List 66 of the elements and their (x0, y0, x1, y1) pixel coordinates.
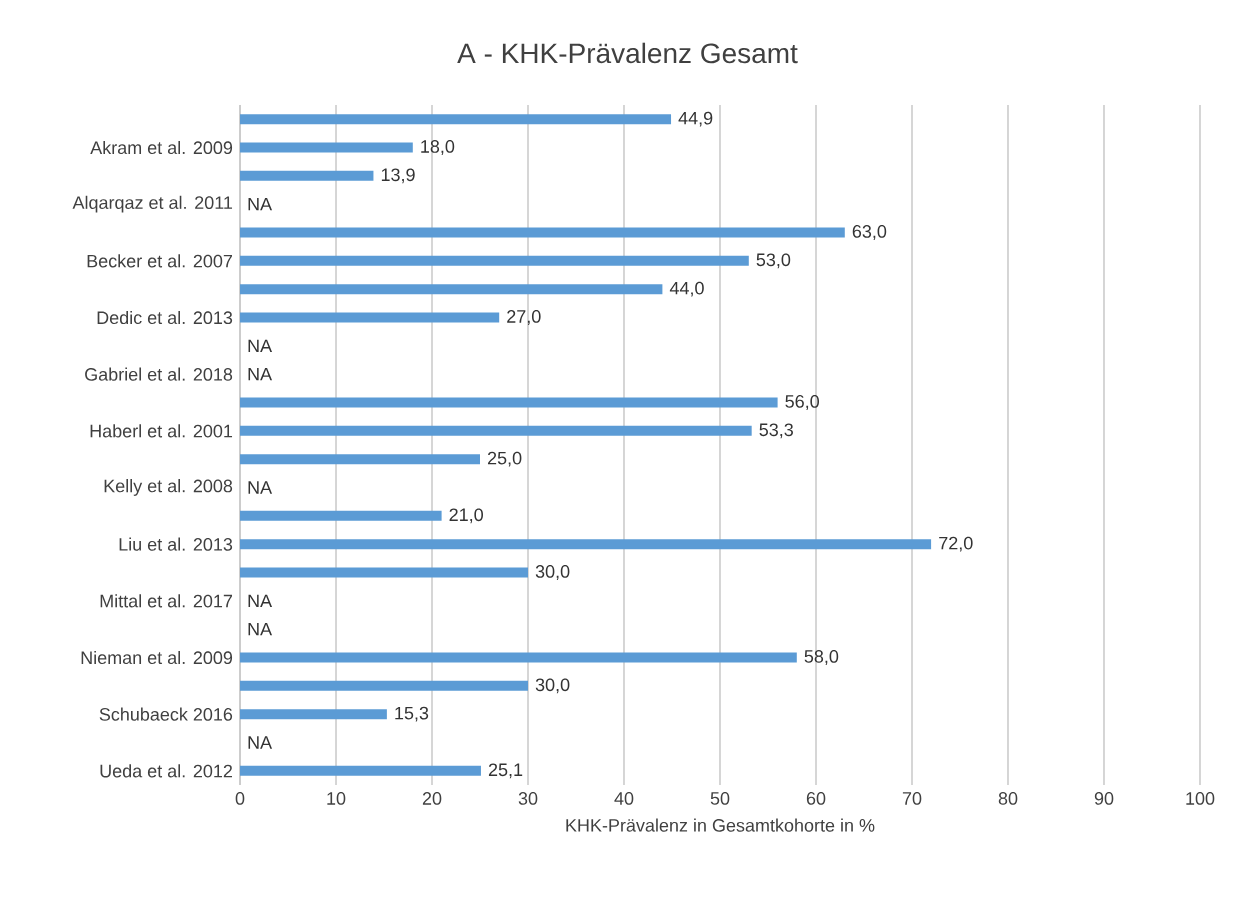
data-label: 27,0 (507, 310, 541, 325)
y-tick-label: Ueda et al. 2012 (100, 764, 232, 778)
x-tick-label: 30 (518, 792, 538, 805)
x-tick-label: 90 (1094, 792, 1114, 805)
x-axis-title: KHK-Prävalenz in Gesamtkohorte in % (566, 818, 875, 832)
x-tick-label: 10 (327, 792, 346, 805)
y-tick-label: Dedic et al. 2013 (97, 310, 233, 325)
x-tick-label: 80 (998, 792, 1018, 805)
bar (240, 170, 374, 181)
chart-title: A - KHK-Prävalenz Gesamt (457, 42, 798, 64)
bar (240, 652, 797, 663)
bar (240, 142, 413, 153)
data-label: 63,0 (852, 225, 887, 240)
text: NA (248, 622, 273, 636)
data-label: 72,0 (939, 536, 973, 552)
x-tick-label: 50 (710, 792, 730, 805)
y-tick-label: Nieman et al. 2009 (81, 650, 233, 665)
data-label: 30,0 (535, 678, 570, 694)
x-tick-label: 70 (902, 792, 922, 805)
data-label: 21,0 (449, 508, 483, 524)
bar (240, 284, 663, 295)
data-label: 18,0 (421, 140, 455, 155)
bar (240, 454, 480, 465)
y-tick-label: Mittal et al. 2017 (100, 594, 233, 608)
x-tick-label: 40 (614, 792, 634, 805)
bar (240, 425, 752, 436)
data-label: 58,0 (804, 650, 839, 665)
x-tick-label: 60 (806, 792, 826, 805)
text: NA (248, 367, 273, 381)
x-tick-label: 20 (422, 792, 442, 805)
bar (240, 255, 749, 266)
text: NA (248, 594, 273, 608)
data-label: 13,9 (381, 168, 415, 184)
bar (240, 114, 672, 125)
data-label: 44,0 (669, 281, 704, 297)
data-label: 25,0 (487, 451, 522, 467)
y-tick-label: Liu et al. 2013 (119, 537, 233, 551)
data-label: 53,0 (756, 253, 791, 269)
x-tick-label: 100 (1186, 792, 1215, 805)
text: NA (248, 197, 273, 211)
bar (240, 680, 528, 691)
y-tick-label: Kelly et al. 2008 (104, 479, 233, 496)
text: NA (248, 339, 273, 353)
data-label: 44,9 (678, 111, 713, 127)
y-tick-label: Akram et al. 2009 (90, 140, 233, 155)
data-label: 56,0 (785, 395, 819, 410)
bar (240, 227, 845, 238)
y-tick-label: Gabriel et al. 2018 (85, 367, 233, 381)
bar (240, 510, 442, 521)
data-label: 53,3 (759, 423, 793, 439)
y-tick-label: Schubaeck 2016 (99, 707, 233, 721)
bar (240, 709, 387, 720)
data-label: 15,3 (395, 706, 429, 722)
data-label: 25,1 (488, 763, 523, 779)
data-label: 30,0 (535, 565, 570, 580)
bar (240, 312, 500, 323)
bar (240, 567, 528, 578)
x-tick-label: 0 (235, 792, 245, 805)
y-tick-label: Alqarqaz et al. 2011 (72, 195, 233, 213)
bar (240, 765, 481, 776)
bar (240, 539, 932, 550)
text: NA (248, 481, 273, 494)
text: NA (248, 736, 273, 749)
bar (240, 397, 778, 408)
y-tick-label: Becker et al. 2007 (87, 254, 232, 268)
y-tick-label: Haberl et al. 2001 (90, 424, 233, 438)
